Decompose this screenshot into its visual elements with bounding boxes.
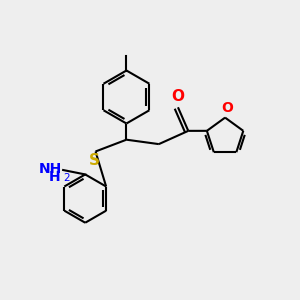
Text: H: H: [49, 170, 60, 184]
Text: NH: NH: [38, 161, 62, 176]
Text: 2: 2: [63, 173, 70, 183]
Text: S: S: [88, 153, 100, 168]
Text: O: O: [172, 89, 184, 104]
Text: O: O: [221, 101, 233, 115]
